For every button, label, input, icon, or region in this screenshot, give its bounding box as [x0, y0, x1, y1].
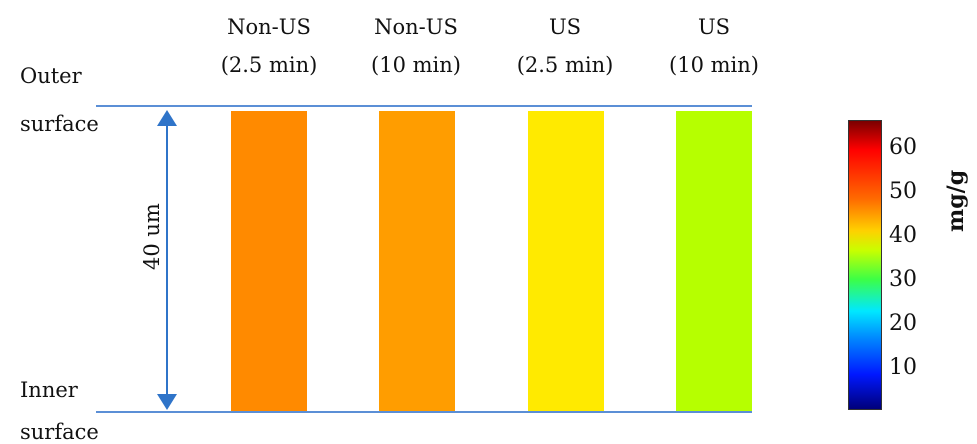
colorbar-tick: 10 [889, 355, 917, 380]
colorbar-tick: 40 [889, 223, 917, 248]
colorbar-tick: 60 [889, 135, 917, 160]
bar-nonus-2-5min [231, 111, 307, 411]
colorbar-tick: 20 [889, 311, 917, 336]
colorbar-tick: 30 [889, 267, 917, 292]
colorbar-tick: 50 [889, 179, 917, 204]
colorbar-unit-label: mg/g [943, 169, 969, 232]
inner-surface-line [96, 411, 752, 413]
column-header-3: US (2.5 min) [500, 8, 630, 84]
arrow-up-head-icon [157, 110, 177, 126]
column-header-1: Non-US (2.5 min) [204, 8, 334, 84]
arrow-down-head-icon [157, 394, 177, 410]
inner-surface-label-line1: Inner [20, 378, 78, 402]
column-header-2: Non-US (10 min) [351, 8, 481, 84]
inner-surface-label-line2: surface [20, 420, 99, 444]
column-header-4: US (10 min) [649, 8, 779, 84]
column-time: (10 min) [669, 53, 759, 77]
column-name: US [697, 15, 731, 39]
column-name: US [548, 15, 582, 39]
thickness-arrow [166, 120, 168, 402]
outer-surface-label-line2: surface [20, 112, 99, 136]
outer-surface-line [96, 105, 752, 107]
column-time: (10 min) [371, 53, 461, 77]
column-time: (2.5 min) [220, 53, 318, 77]
bar-us-10min [676, 111, 752, 411]
thickness-label: 40 um [140, 203, 164, 270]
column-name: Non-US [374, 15, 458, 39]
outer-surface-label-line1: Outer [20, 64, 82, 88]
column-name: Non-US [227, 15, 311, 39]
column-time: (2.5 min) [516, 53, 614, 77]
bar-nonus-10min [379, 111, 455, 411]
bar-us-2-5min [528, 111, 604, 411]
colorbar [848, 120, 882, 410]
